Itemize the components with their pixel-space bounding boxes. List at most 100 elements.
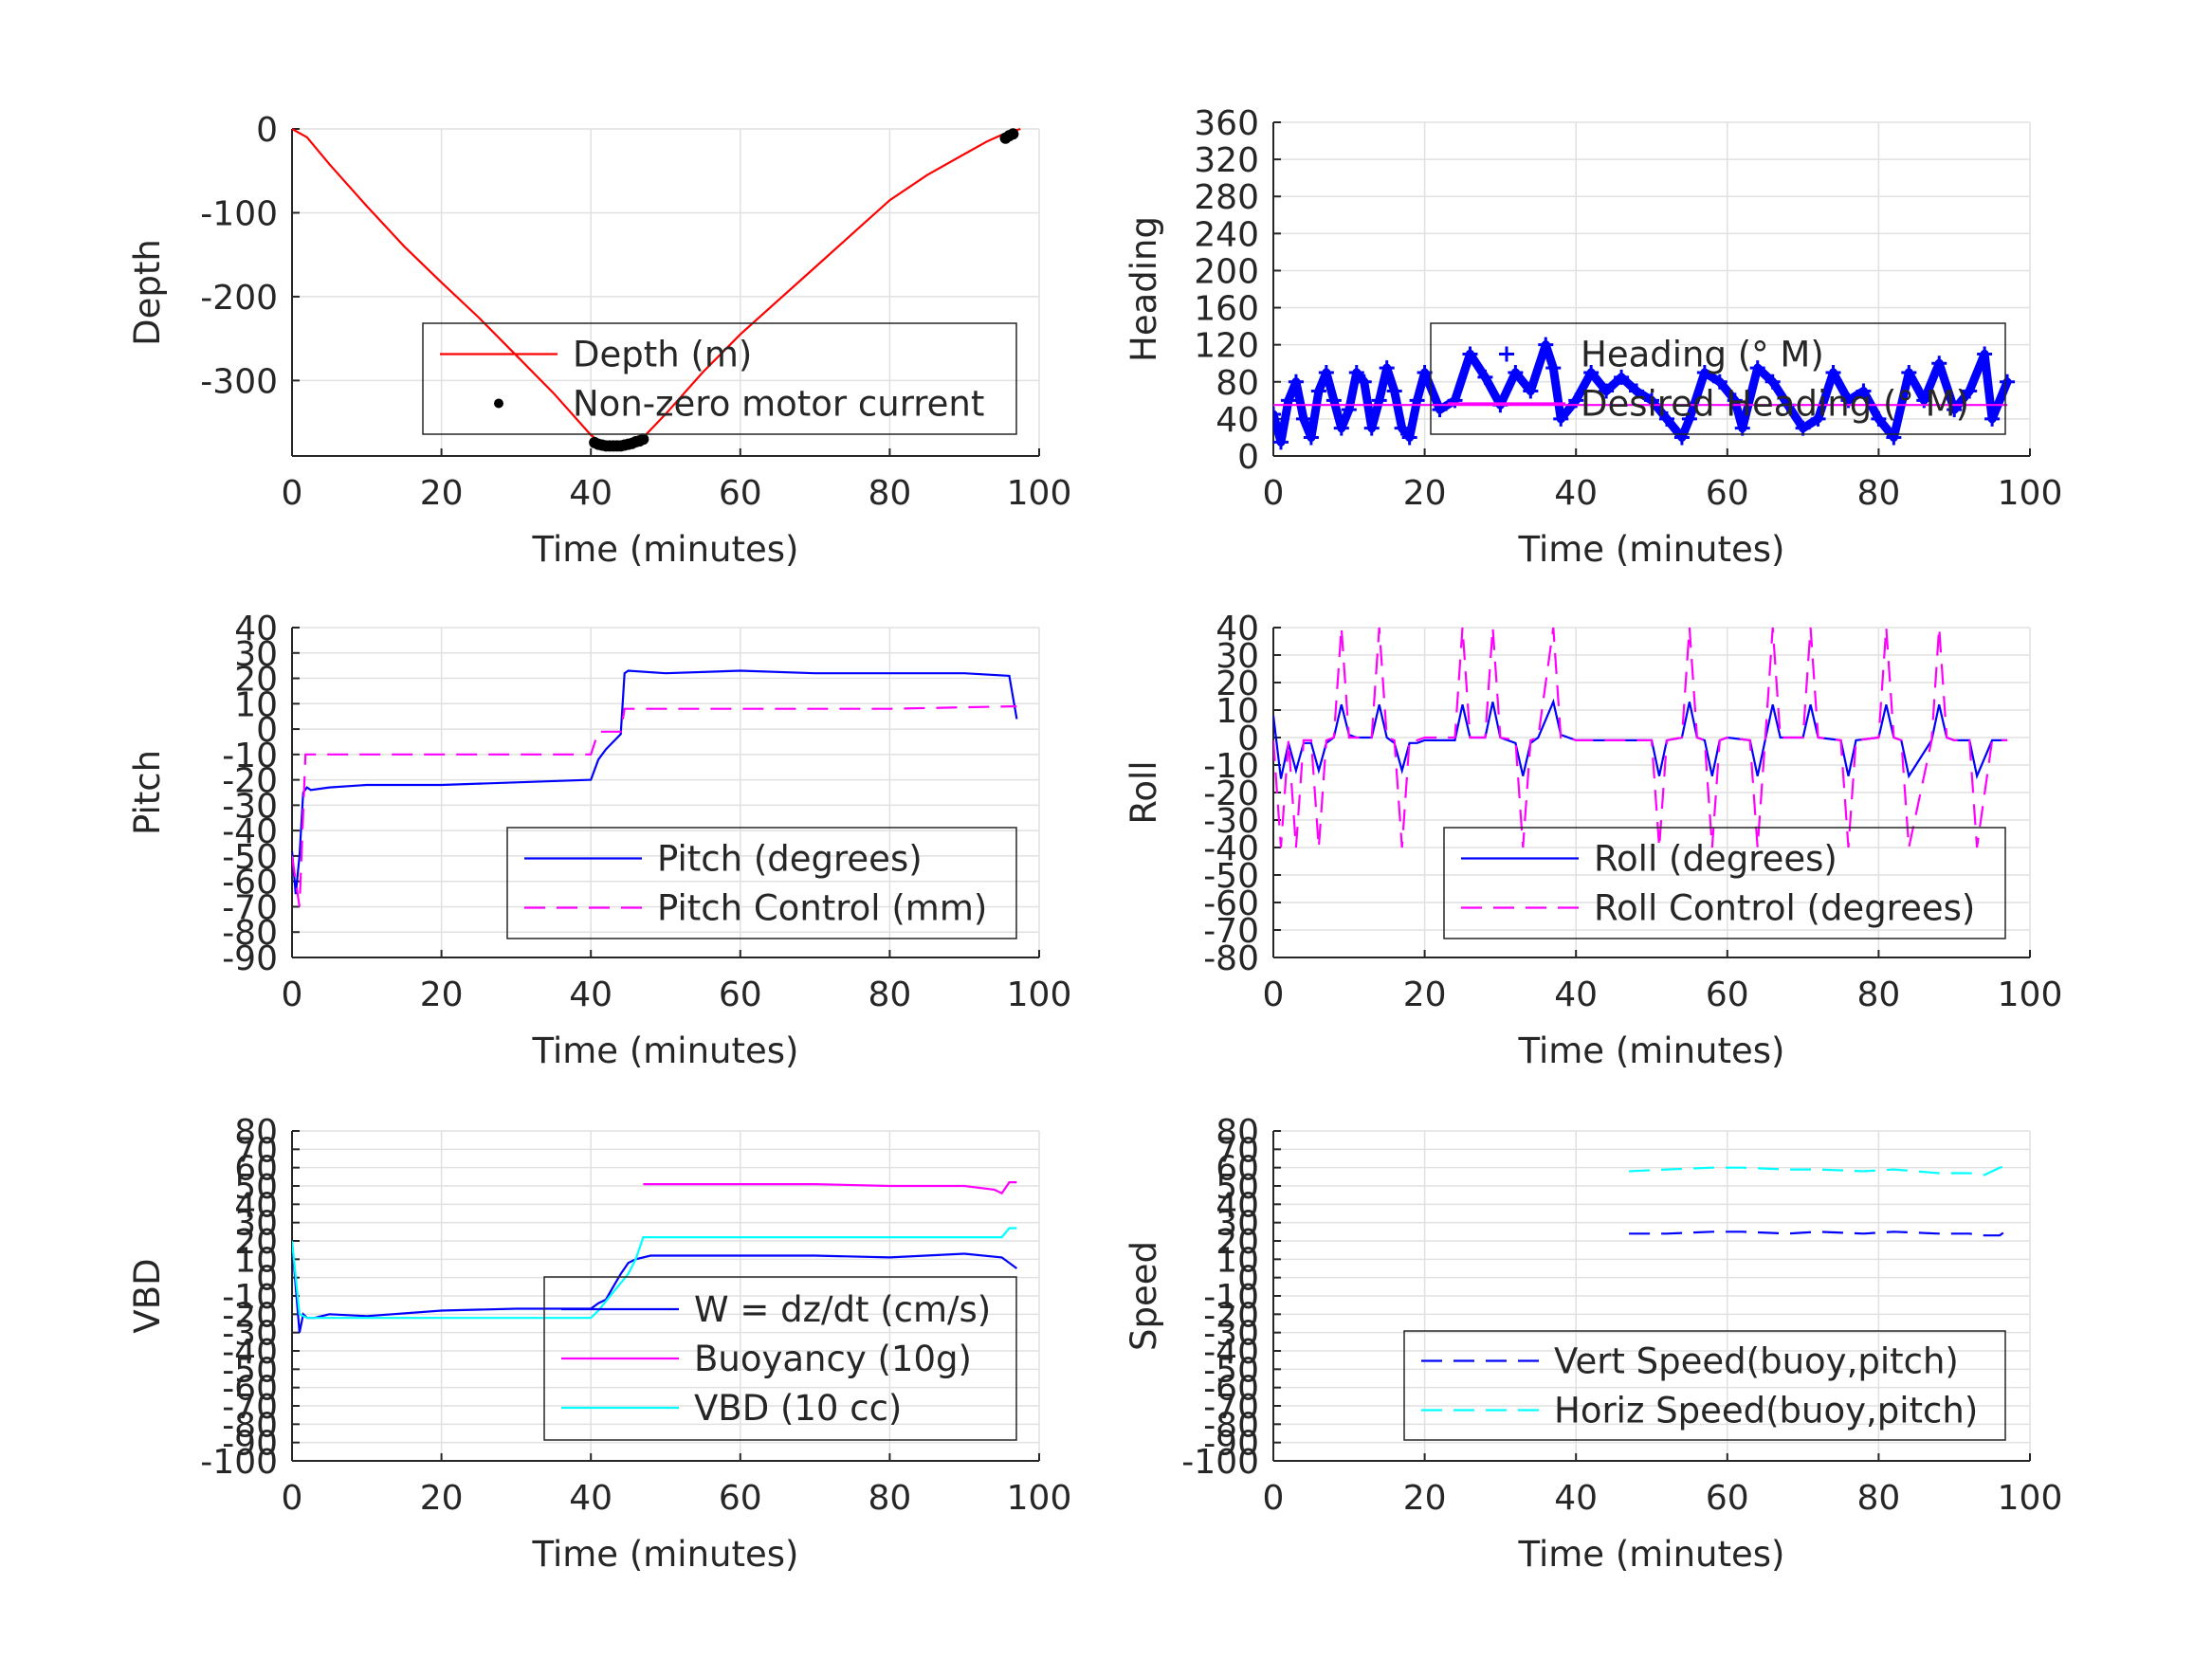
y-tick-label: 20 — [234, 661, 278, 700]
y-tick-label: -70 — [1203, 912, 1259, 951]
x-tick-label: 40 — [1554, 975, 1598, 1014]
series-segment-heading-m — [1814, 368, 1838, 424]
y-tick-label: 0 — [1237, 1260, 1259, 1299]
y-tick-label: -100 — [200, 194, 278, 233]
legend-label-w-dz-dt-cm-s: W = dz/dt (cm/s) — [694, 1289, 991, 1330]
y-tick-label: 40 — [1216, 1186, 1259, 1225]
y-tick-label: 160 — [1194, 290, 1259, 329]
y-tick-label: 240 — [1194, 215, 1259, 254]
series-layer — [292, 1180, 1018, 1333]
legend: Roll (degrees) Roll Control (degrees) — [1443, 827, 2006, 939]
y-tick-label: 30 — [234, 1205, 278, 1244]
y-tick-label: 30 — [234, 635, 278, 674]
x-tick-label: 60 — [719, 1479, 762, 1518]
chart-panel-4: 0 20 40 60 80 10080706050403020100-10-20-30-4… — [127, 1113, 1071, 1575]
x-tick-label: 80 — [1856, 474, 1900, 513]
y-tick-label: -80 — [222, 1406, 278, 1445]
y-tick-label: -200 — [200, 279, 278, 318]
y-tick-label: -70 — [222, 1388, 278, 1427]
legend: W = dz/dt (cm/s) Buoyancy (10g) VBD (10 cc… — [543, 1276, 1017, 1441]
x-axis-label: Time (minutes) — [532, 1030, 799, 1071]
y-tick-label: -50 — [222, 838, 278, 877]
y-tick-label: -80 — [1203, 1406, 1259, 1445]
series-segment-heading-m — [1783, 400, 1808, 433]
y-tick-label: -60 — [222, 864, 278, 902]
x-tick-label: 40 — [569, 975, 612, 1014]
y-tick-label: -90 — [1203, 1425, 1259, 1464]
series-segment-heading-m — [1980, 349, 1997, 424]
y-tick-label: -10 — [222, 737, 278, 775]
x-tick-label: 60 — [719, 975, 762, 1014]
series-segment-heading-m — [1307, 387, 1324, 442]
x-tick-label: 60 — [1706, 975, 1749, 1014]
y-tick-label: 200 — [1194, 252, 1259, 291]
x-tick-label: 80 — [868, 1479, 911, 1518]
series-line-vert-speed-buoy-pitch — [1629, 1229, 2008, 1237]
series-line-pitch-control-mm — [292, 704, 1017, 907]
y-tick-label: 0 — [256, 711, 278, 750]
y-tick-label: -30 — [222, 1315, 278, 1354]
y-axis-label: Speed — [1124, 1241, 1164, 1351]
series-line-pitch-degrees — [292, 669, 1018, 895]
legend-label-heading-m: Heading (° M) — [1581, 335, 1824, 375]
legend-label-vert-speed-buoy-pitch: Vert Speed(buoy,pitch) — [1554, 1341, 1959, 1382]
y-tick-label: -60 — [222, 1370, 278, 1409]
legend-label-vbd-10-cc: VBD (10 cc) — [694, 1388, 902, 1429]
y-tick-label: 40 — [1216, 610, 1259, 648]
y-tick-label: 0 — [1237, 720, 1259, 758]
y-tick-label: 30 — [1216, 637, 1259, 676]
y-tick-label: -70 — [222, 888, 278, 927]
y-tick-label: 70 — [234, 1131, 278, 1170]
x-tick-label: 20 — [420, 1479, 464, 1518]
x-tick-label: 0 — [1263, 1479, 1285, 1518]
legend-label-roll-control-degrees: Roll Control (degrees) — [1594, 888, 1975, 929]
x-tick-label: 0 — [282, 975, 303, 1014]
legend-label-non-zero-motor-current: Non-zero motor current — [573, 384, 984, 425]
x-tick-label: 100 — [1998, 975, 2063, 1014]
x-tick-label: 20 — [420, 975, 464, 1014]
y-tick-label: 280 — [1194, 178, 1259, 217]
legend-label-roll-degrees: Roll (degrees) — [1594, 839, 1837, 880]
y-tick-label: 40 — [234, 1186, 278, 1225]
x-axis-label: Time (minutes) — [1518, 1030, 1785, 1071]
y-tick-label: 0 — [1237, 438, 1259, 477]
plot-area — [292, 628, 1039, 957]
y-tick-label: -90 — [222, 1425, 278, 1464]
y-axis-label: Roll — [1124, 760, 1164, 824]
y-tick-label: 40 — [1216, 401, 1259, 440]
legend-label-horiz-speed-buoy-pitch: Horiz Speed(buoy,pitch) — [1554, 1391, 1978, 1431]
y-tick-label: -50 — [222, 1351, 278, 1390]
y-tick-label: -10 — [222, 1278, 278, 1317]
x-tick-label: 0 — [1263, 975, 1285, 1014]
x-tick-label: 100 — [1998, 1479, 2063, 1518]
x-tick-label: 40 — [1554, 474, 1598, 513]
series-layer — [1273, 627, 2008, 848]
x-tick-label: 0 — [282, 1479, 303, 1518]
y-tick-label: -80 — [222, 914, 278, 953]
y-axis-label: VBD — [127, 1258, 168, 1333]
y-tick-label: -20 — [1203, 775, 1259, 813]
y-tick-label: -40 — [1203, 830, 1259, 868]
y-tick-label: -30 — [222, 787, 278, 826]
legend-label-depth-m: Depth (m) — [573, 335, 752, 375]
x-tick-label: 80 — [1856, 1479, 1900, 1518]
y-tick-label: -300 — [200, 362, 278, 401]
y-tick-label: 60 — [1216, 1150, 1259, 1189]
series-segment-heading-m — [1548, 363, 1565, 424]
y-tick-label: -70 — [1203, 1388, 1259, 1427]
y-axis-label: Heading — [1124, 216, 1164, 362]
series-segment-heading-m — [1738, 363, 1763, 433]
y-tick-label: 70 — [1216, 1131, 1259, 1170]
x-axis-label: Time (minutes) — [1518, 1534, 1785, 1575]
series-segment-heading-m — [1919, 358, 1944, 405]
x-tick-label: 80 — [868, 474, 911, 513]
legend-label-desired-heading-m: Desired Heading (° M) — [1581, 384, 1969, 425]
legend: Heading (° M) Desired Heading (° M) — [1430, 322, 2006, 435]
data-point-heading-m — [2000, 374, 2016, 390]
legend: Vert Speed(buoy,pitch) Horiz Speed(buoy,p… — [1403, 1330, 2006, 1441]
chart-panel-2: 0 20 40 60 80 100403020100-10-20-30-40-50-60-… — [127, 610, 1071, 1071]
legend-box — [543, 1276, 1017, 1441]
y-tick-label: -30 — [1203, 802, 1259, 841]
x-tick-label: 80 — [1856, 975, 1900, 1014]
